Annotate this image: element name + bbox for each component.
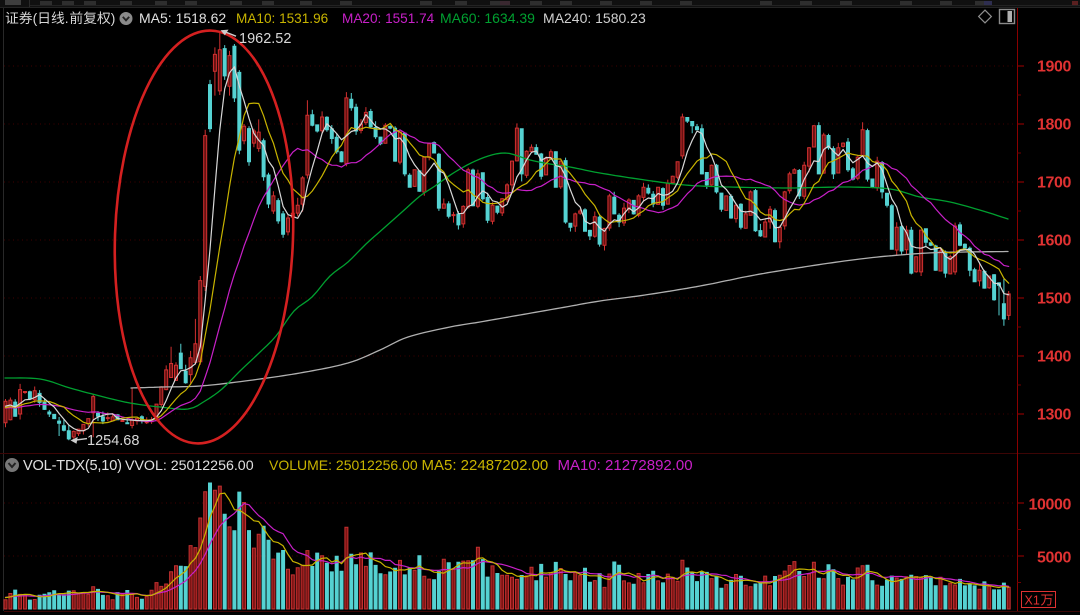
svg-text:1400: 1400 [1037,349,1071,366]
svg-text:1300: 1300 [1037,407,1071,424]
svg-text:1700: 1700 [1037,175,1071,192]
svg-text:MA240: 1580.23: MA240: 1580.23 [543,10,646,26]
svg-text:1254.68: 1254.68 [87,433,139,449]
svg-text:MA10: 1531.96: MA10: 1531.96 [236,11,328,26]
svg-text:): ) [111,11,116,26]
svg-text:1900: 1900 [1037,59,1071,76]
svg-text:(: ( [33,11,38,26]
svg-text:5000: 5000 [1037,550,1071,567]
svg-text:VVOL: 25012256.00: VVOL: 25012256.00 [125,458,254,474]
svg-text:X1: X1 [1025,594,1040,608]
svg-text:10000: 10000 [1029,497,1072,514]
svg-text:1500: 1500 [1037,291,1071,308]
svg-text:VOL-TDX(5,10): VOL-TDX(5,10) [23,458,122,474]
svg-text:VOLUME: 25012256.00: VOLUME: 25012256.00 [269,457,418,473]
svg-text:1600: 1600 [1037,233,1071,250]
svg-text:MA5: 22487202.00: MA5: 22487202.00 [422,457,549,474]
svg-text:MA60: 1634.39: MA60: 1634.39 [440,10,535,26]
svg-text:MA20: 1551.74: MA20: 1551.74 [342,11,435,26]
svg-text:1800: 1800 [1037,117,1071,134]
svg-text:MA5: 1518.62: MA5: 1518.62 [139,10,226,26]
svg-text:.: . [65,11,69,26]
svg-text:MA10: 21272892.00: MA10: 21272892.00 [558,457,693,474]
svg-text:1962.52: 1962.52 [239,31,291,47]
